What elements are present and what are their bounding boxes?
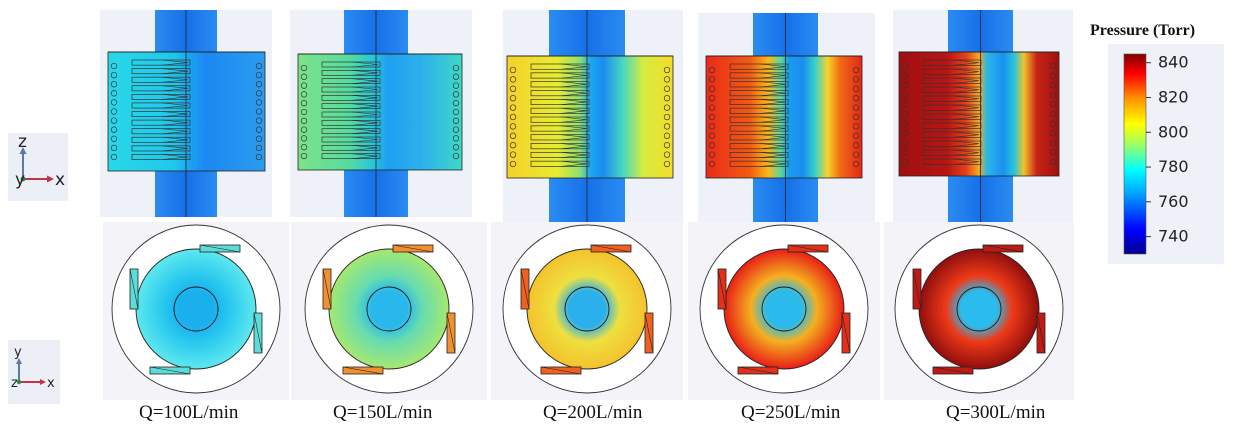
axis-triad-xz: z y x — [8, 133, 68, 201]
side-view-panel-4 — [698, 13, 875, 222]
top-view-plot-2 — [304, 224, 474, 394]
axis-label-z: z — [18, 133, 27, 152]
top-view-plot-3 — [502, 224, 672, 394]
swirl-chamber — [526, 248, 648, 370]
colorbar-tick-label: 800 — [1158, 122, 1189, 141]
colorbar-gradient — [1123, 53, 1147, 255]
side-view-panel-1 — [100, 10, 272, 217]
side-view-plot-2 — [297, 10, 463, 217]
top-view-plot-4 — [699, 224, 869, 394]
axis-label-z: z — [11, 376, 18, 391]
swirl-chamber — [135, 248, 257, 370]
side-view-panel-2 — [290, 10, 472, 217]
top-view-plot-1 — [111, 224, 281, 394]
top-view-panel-5 — [884, 222, 1074, 400]
top-view-plot-5 — [894, 224, 1064, 394]
axis-label-y: y — [15, 170, 25, 190]
caption-q300: Q=300L/min — [946, 402, 1046, 423]
side-view-plot-3 — [506, 10, 674, 222]
top-view-panel-3 — [491, 222, 683, 400]
axis-label-x: x — [47, 376, 55, 391]
top-view-panel-4 — [688, 222, 880, 400]
caption-q150: Q=150L/min — [333, 402, 433, 423]
colorbar-tick-label: 760 — [1158, 192, 1189, 211]
colorbar-title: Pressure (Torr) — [1090, 22, 1196, 39]
side-view-plot-4 — [705, 13, 863, 222]
colorbar-tick-label: 840 — [1158, 53, 1189, 72]
swirl-chamber — [918, 248, 1040, 370]
axis-label-y: y — [14, 345, 22, 360]
axis-triad-xy: y z x — [8, 340, 60, 404]
side-view-plot-1 — [107, 10, 266, 217]
top-view-panel-1 — [103, 222, 289, 400]
side-view-plot-5 — [898, 10, 1060, 222]
side-view-panel-3 — [503, 10, 683, 222]
colorbar-tick-label: 780 — [1158, 157, 1189, 176]
side-view-panel-5 — [893, 10, 1073, 222]
axis-label-x: x — [55, 170, 65, 190]
caption-q250: Q=250L/min — [741, 402, 841, 423]
colorbar: 840 820 800 780 760 740 — [1108, 44, 1224, 264]
colorbar-tick-label: 820 — [1158, 87, 1189, 106]
caption-q200: Q=200L/min — [543, 402, 643, 423]
top-view-panel-2 — [291, 222, 487, 400]
swirl-chamber — [328, 248, 450, 370]
swirl-chamber — [723, 248, 845, 370]
colorbar-tick-label: 740 — [1158, 227, 1189, 246]
caption-q100: Q=100L/min — [139, 402, 239, 423]
